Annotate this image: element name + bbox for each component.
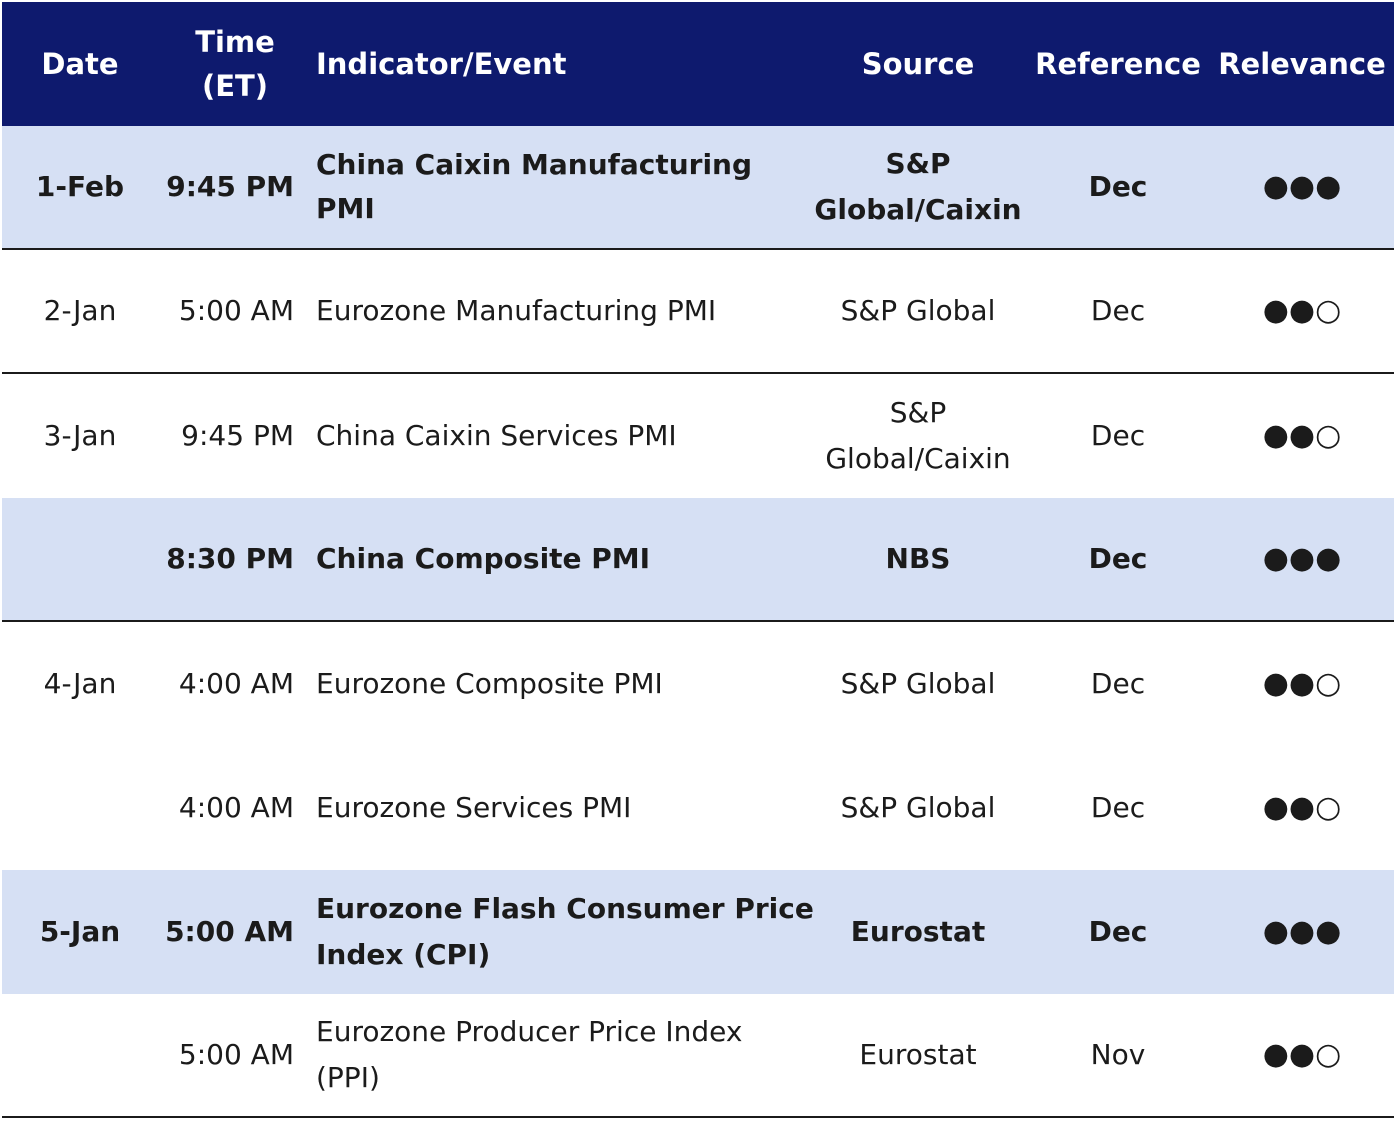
row-source: Eurostat — [859, 1038, 977, 1071]
row-time: 5:00 AM — [178, 1038, 294, 1071]
row-date: 3-Jan — [43, 419, 117, 452]
row-reference: Dec — [1088, 542, 1148, 575]
row-source: S&P Global/Caixin — [825, 396, 1011, 475]
row-relevance: ●●○ — [1222, 622, 1382, 746]
relevance-dots-icon: ●●● — [1262, 914, 1342, 949]
row-time: 8:30 PM — [166, 542, 294, 575]
table-row: 4-Jan 4:00 AM Eurozone Composite PMI S&P… — [2, 622, 1394, 746]
row-time: 4:00 AM — [178, 791, 294, 824]
table-row: 4:00 AM Eurozone Services PMI S&P Global… — [2, 746, 1394, 870]
row-relevance: ●●● — [1222, 126, 1382, 248]
relevance-dots-icon: ●●○ — [1262, 666, 1342, 701]
row-source: S&P Global — [840, 791, 996, 824]
row-source: S&P Global — [840, 667, 996, 700]
row-relevance: ●●○ — [1222, 994, 1382, 1116]
row-event: China Caixin Services PMI — [316, 419, 677, 452]
row-reference: Dec — [1090, 419, 1146, 452]
header-event: Indicator/Event — [316, 47, 567, 81]
table-row: 8:30 PM China Composite PMI NBS Dec ●●● — [2, 498, 1394, 622]
relevance-dots-icon: ●●○ — [1262, 790, 1342, 825]
row-reference: Dec — [1088, 915, 1148, 948]
row-event: Eurozone Composite PMI — [316, 667, 663, 700]
row-source: S&P Global/Caixin — [814, 147, 1022, 226]
row-time: 5:00 AM — [165, 915, 294, 948]
row-date: 2-Jan — [43, 294, 117, 327]
row-date: 1-Feb — [35, 170, 125, 203]
row-relevance: ●●○ — [1222, 250, 1382, 372]
table-row: 5:00 AM Eurozone Producer Price Index (P… — [2, 994, 1394, 1118]
row-reference: Dec — [1090, 294, 1146, 327]
table-row: 1-Feb 9:45 PM China Caixin Manufacturing… — [2, 126, 1394, 250]
row-event: China Caixin Manufacturing PMI — [316, 148, 753, 225]
table-row: 5-Jan 5:00 AM Eurozone Flash Consumer Pr… — [2, 870, 1394, 994]
relevance-dots-icon: ●●○ — [1262, 418, 1342, 453]
row-relevance: ●●○ — [1222, 374, 1382, 498]
row-relevance: ●●○ — [1222, 746, 1382, 870]
relevance-dots-icon: ●●○ — [1262, 293, 1342, 328]
header-relevance: Relevance — [1218, 47, 1386, 81]
row-event: China Composite PMI — [316, 542, 651, 575]
row-source: Eurostat — [850, 915, 986, 948]
row-date — [2, 994, 158, 1116]
row-reference: Dec — [1090, 791, 1146, 824]
row-event: Eurozone Producer Price Index (PPI) — [316, 1015, 743, 1094]
header-reference: Reference — [1035, 47, 1201, 81]
row-reference: Nov — [1090, 1038, 1146, 1071]
row-source: NBS — [885, 542, 951, 575]
row-date — [2, 498, 158, 620]
row-relevance: ●●● — [1222, 498, 1382, 620]
row-time: 9:45 PM — [166, 170, 294, 203]
table-row: 3-Jan 9:45 PM China Caixin Services PMI … — [2, 374, 1394, 498]
row-date: 5-Jan — [39, 915, 121, 948]
row-event: Eurozone Manufacturing PMI — [316, 294, 717, 327]
row-time: 4:00 AM — [178, 667, 294, 700]
row-source: S&P Global — [840, 294, 996, 327]
row-event: Eurozone Flash Consumer Price Index (CPI… — [316, 892, 814, 971]
row-reference: Dec — [1088, 170, 1148, 203]
relevance-dots-icon: ●●● — [1262, 169, 1342, 204]
row-time: 5:00 AM — [178, 294, 294, 327]
table-row: 2-Jan 5:00 AM Eurozone Manufacturing PMI… — [2, 250, 1394, 374]
row-date — [2, 746, 158, 870]
header-time: Time (ET) — [195, 25, 275, 103]
row-relevance: ●●● — [1222, 870, 1382, 994]
row-reference: Dec — [1090, 667, 1146, 700]
header-date: Date — [41, 47, 119, 81]
relevance-dots-icon: ●●○ — [1262, 1037, 1342, 1072]
header-source: Source — [861, 47, 975, 81]
row-time: 9:45 PM — [181, 419, 294, 452]
table-header: Date Time (ET) Indicator/Event Source Re… — [2, 2, 1394, 126]
row-date: 4-Jan — [43, 667, 117, 700]
row-event: Eurozone Services PMI — [316, 791, 632, 824]
relevance-dots-icon: ●●● — [1262, 541, 1342, 576]
